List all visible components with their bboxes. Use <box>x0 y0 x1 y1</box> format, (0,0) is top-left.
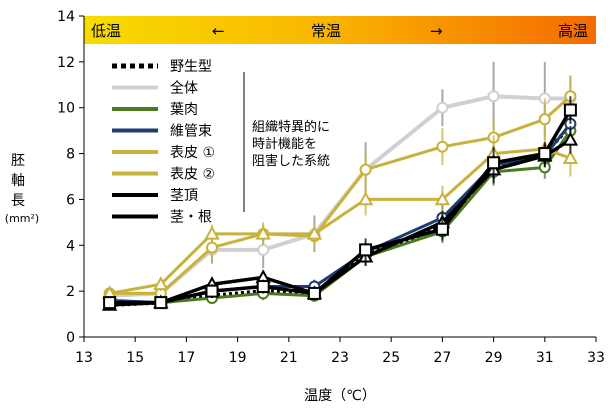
series-6-point <box>434 191 451 206</box>
legend-label-8: 茎・根 <box>170 210 212 226</box>
legend-label-7: 茎頂 <box>170 188 198 204</box>
y-tick-label: 0 <box>66 330 75 346</box>
series-8-point <box>538 147 552 161</box>
series-5-point <box>359 163 372 176</box>
band-mid-label: 常温 <box>311 22 341 40</box>
x-tick-label: 15 <box>126 350 144 366</box>
legend-label-5: 表皮 ① <box>170 145 215 161</box>
axes: 0 2 4 6 8 10 12 14 13 15 17 19 21 23 25 27 29 31 33 <box>57 9 605 366</box>
series-6-point <box>204 225 220 240</box>
series-6-point <box>562 150 579 164</box>
series-6-point <box>306 225 323 240</box>
series-7-point <box>562 131 579 146</box>
x-tick-label: 23 <box>331 350 349 366</box>
series-8-line <box>109 109 572 305</box>
y-tick-label: 12 <box>57 55 75 71</box>
band-high-label: 高温 <box>558 22 588 40</box>
series-8-point <box>103 296 117 310</box>
x-tick-label: 27 <box>433 350 451 366</box>
series-5-point <box>206 241 218 254</box>
x-tick-label: 33 <box>587 350 605 366</box>
legend-label-4: 維管束 <box>170 124 212 140</box>
y-tick-label: 4 <box>66 238 75 254</box>
series-2-point <box>257 243 270 256</box>
x-tick-label: 29 <box>485 350 503 366</box>
series-8-point <box>154 296 168 310</box>
y-axis-unit: (mm²) <box>5 212 39 225</box>
series-8 <box>103 96 577 310</box>
y-tick-label: 6 <box>66 192 75 208</box>
y-axis-title-1: 胚 <box>11 153 25 169</box>
series-8-point <box>256 280 270 294</box>
series-6-point <box>255 225 271 240</box>
series-2-point <box>436 101 449 114</box>
series-2-point <box>487 90 500 103</box>
temperature-band <box>84 16 596 44</box>
y-tick-label: 8 <box>66 147 75 163</box>
series-5-line <box>109 95 572 295</box>
x-tick-label: 17 <box>177 350 195 366</box>
x-tick-label: 21 <box>280 350 298 366</box>
series-5-point <box>538 113 551 126</box>
band-right-arrow: → <box>430 22 443 40</box>
legend-label-1: 野生型 <box>170 59 212 75</box>
note-line-2: 時計機能を <box>252 136 317 152</box>
series-6-point <box>153 276 169 291</box>
series-8-point <box>563 103 577 117</box>
series-5-point <box>436 140 449 153</box>
series-8-point <box>205 284 219 298</box>
y-tick-label: 10 <box>57 101 75 117</box>
series-8-point <box>487 156 501 170</box>
series-8-point <box>307 286 321 300</box>
y-tick-label: 2 <box>66 284 75 300</box>
legend-label-2: 全体 <box>170 80 198 97</box>
x-axis-title: 温度（℃） <box>304 388 376 404</box>
note-line-3: 阻害した系統 <box>252 153 330 169</box>
series-8-point <box>359 243 373 257</box>
series-6-line <box>109 147 571 295</box>
legend-label-6: 表皮 ② <box>170 167 215 183</box>
series-7-line <box>109 138 572 307</box>
band-left-arrow: ← <box>212 22 225 40</box>
x-tick-label: 19 <box>229 350 247 366</box>
x-tick-label: 31 <box>536 350 554 366</box>
series-6-point <box>357 191 374 206</box>
band-low-label: 低温 <box>91 22 121 40</box>
note-line-1: 組織特異的に <box>252 119 330 135</box>
y-axis-title-3: 長 <box>11 193 25 209</box>
x-tick-label: 25 <box>382 350 400 366</box>
series-layer <box>101 61 579 311</box>
series-8-point <box>435 222 449 236</box>
y-axis-title-2: 軸 <box>11 173 25 189</box>
x-tick-label: 13 <box>75 350 93 366</box>
legend-label-3: 葉肉 <box>170 102 198 118</box>
y-tick-label: 14 <box>57 9 75 25</box>
